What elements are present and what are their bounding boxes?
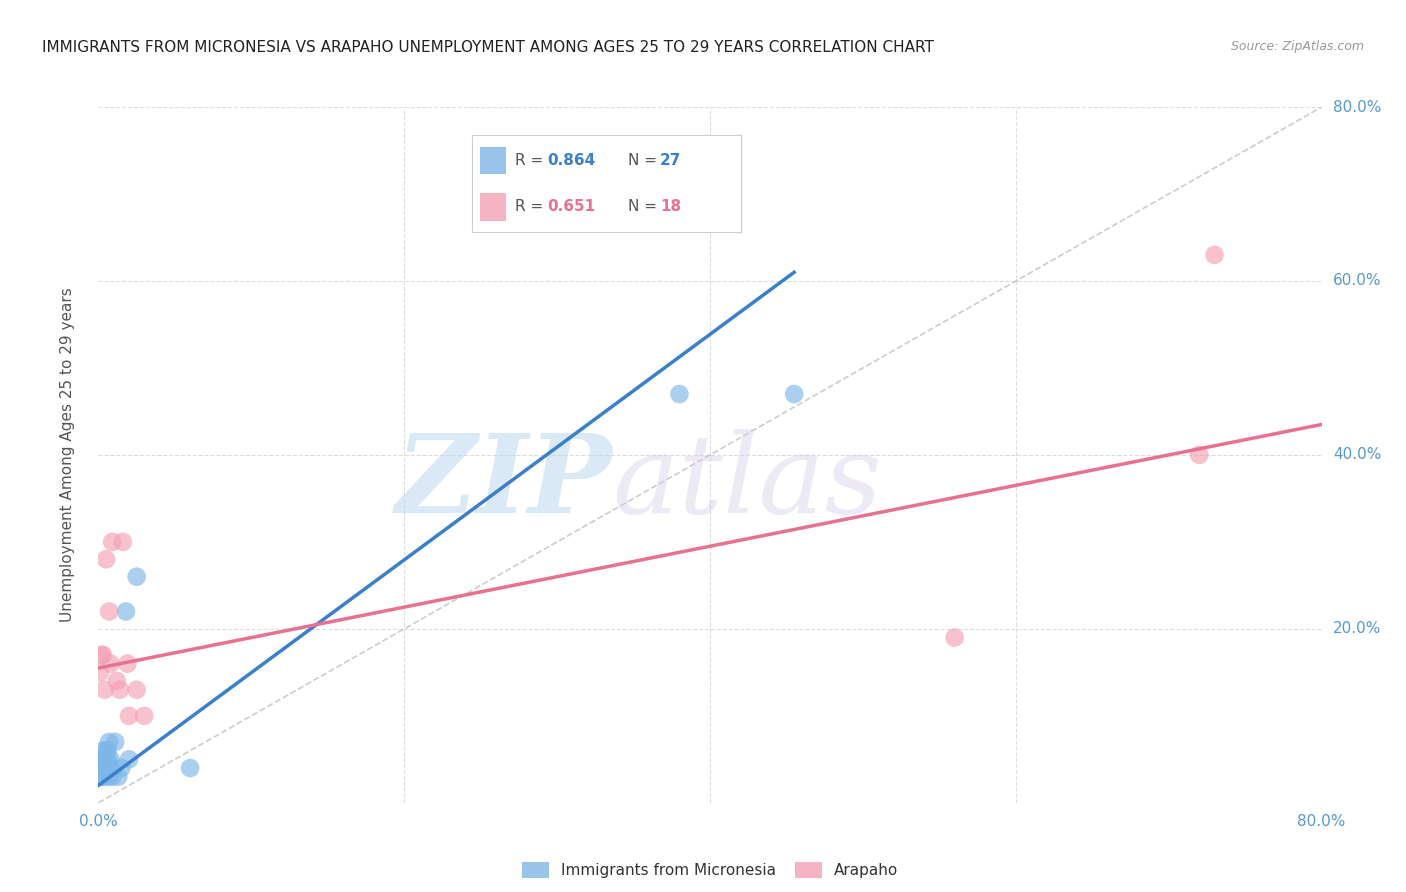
Point: [93, 752, 115, 766]
Point: [1204, 248, 1226, 262]
Point: [97, 752, 120, 766]
Point: [91, 752, 114, 766]
Text: atlas: atlas: [612, 429, 882, 536]
Point: [97, 744, 120, 758]
Bar: [479, 194, 506, 220]
Text: 20.0%: 20.0%: [1333, 622, 1381, 636]
Point: [91, 744, 114, 758]
Bar: [479, 146, 506, 174]
Text: 0.864: 0.864: [547, 153, 595, 168]
Text: Source: ZipAtlas.com: Source: ZipAtlas.com: [1230, 40, 1364, 54]
Text: 60.0%: 60.0%: [1333, 274, 1381, 288]
Point: [105, 674, 128, 689]
Point: [93, 770, 115, 784]
Point: [93, 682, 115, 697]
Point: [98, 735, 121, 749]
Point: [98, 605, 121, 619]
Text: 40.0%: 40.0%: [1333, 448, 1381, 462]
Legend: Immigrants from Micronesia, Arapaho: Immigrants from Micronesia, Arapaho: [513, 855, 907, 886]
Point: [111, 534, 134, 549]
Point: [943, 631, 966, 645]
Point: [94, 552, 117, 566]
Point: [668, 387, 690, 401]
Point: [115, 605, 138, 619]
Point: [90, 648, 112, 662]
Text: 18: 18: [659, 200, 681, 214]
Point: [179, 761, 201, 775]
Point: [118, 708, 141, 723]
Point: [91, 648, 114, 662]
Point: [100, 657, 122, 671]
Point: [101, 534, 124, 549]
Point: [103, 761, 125, 775]
Point: [125, 570, 148, 584]
Point: [104, 735, 127, 749]
Point: [134, 708, 156, 723]
Text: 80.0%: 80.0%: [1333, 100, 1381, 114]
Text: 27: 27: [659, 153, 682, 168]
Text: IMMIGRANTS FROM MICRONESIA VS ARAPAHO UNEMPLOYMENT AMONG AGES 25 TO 29 YEARS COR: IMMIGRANTS FROM MICRONESIA VS ARAPAHO UN…: [42, 40, 934, 55]
Point: [98, 770, 121, 784]
Point: [100, 761, 122, 775]
Point: [90, 770, 112, 784]
Point: [89, 665, 111, 680]
Point: [100, 752, 122, 766]
Text: N =: N =: [627, 153, 657, 168]
Text: 0.651: 0.651: [547, 200, 595, 214]
Point: [783, 387, 806, 401]
Point: [107, 770, 129, 784]
Point: [117, 657, 139, 671]
Point: [94, 761, 117, 775]
Text: R =: R =: [515, 153, 543, 168]
Point: [90, 761, 112, 775]
Text: R =: R =: [515, 200, 543, 214]
Point: [118, 752, 141, 766]
Point: [94, 744, 117, 758]
Text: N =: N =: [627, 200, 657, 214]
Point: [110, 761, 132, 775]
Point: [108, 682, 131, 697]
Point: [89, 770, 111, 784]
Point: [1188, 448, 1211, 462]
Point: [91, 761, 114, 775]
Text: ZIP: ZIP: [395, 429, 612, 536]
Y-axis label: Unemployment Among Ages 25 to 29 years: Unemployment Among Ages 25 to 29 years: [60, 287, 75, 623]
Point: [125, 682, 148, 697]
Point: [101, 770, 124, 784]
